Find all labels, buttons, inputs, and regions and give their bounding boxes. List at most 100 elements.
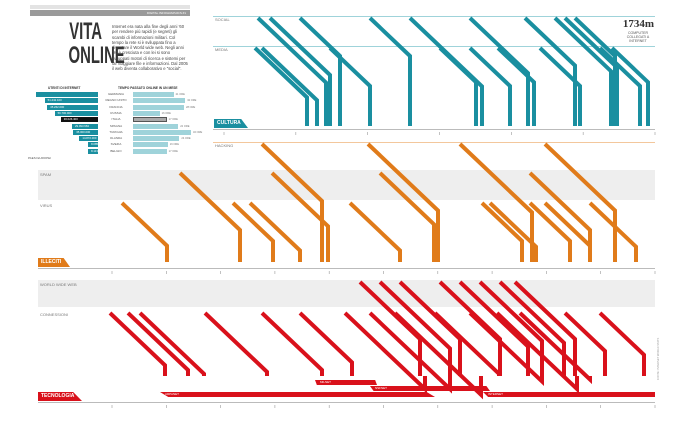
time-bar — [133, 92, 174, 97]
country-label: FRANCIA — [109, 104, 123, 109]
event-ribbon — [268, 16, 332, 126]
section-label-cultura: CULTURA — [214, 119, 248, 128]
event-ribbon — [495, 311, 579, 394]
time-bar — [133, 98, 186, 104]
time-value: 16 ORE — [169, 143, 180, 147]
time-value: 16 ORE — [161, 111, 171, 115]
lane-spam: SPAM — [40, 172, 52, 177]
event-ribbon — [260, 46, 319, 126]
event-ribbon — [378, 171, 436, 262]
time-bar — [133, 136, 180, 142]
lane-www: WORLD WIDE WEB — [40, 282, 77, 287]
event-ribbon — [253, 46, 309, 126]
event-ribbon — [553, 16, 613, 126]
event-ribbon — [343, 311, 427, 394]
event-ribbon — [496, 46, 536, 126]
computer-count-label: COMPUTER COLLEGATI A INTERNET — [626, 31, 650, 43]
event-ribbon — [260, 142, 324, 262]
event-ribbon — [468, 311, 544, 387]
time-bar — [133, 123, 179, 129]
lane-media: MEDIA — [215, 47, 228, 52]
time-bar — [133, 129, 191, 135]
event-ribbon — [368, 311, 452, 394]
time-header: TEMPO PASSATO ONLINE IN UN MESE — [118, 86, 178, 90]
users-bar: 8.085.500 — [88, 142, 104, 148]
timeline-axis-cultura — [213, 129, 655, 130]
country-label: GERMANIA — [107, 92, 124, 96]
time-bar — [133, 104, 185, 110]
lane-band-www — [38, 280, 655, 307]
country-label: SPAGNA — [109, 123, 123, 128]
country-label: BELGIO — [110, 148, 122, 153]
users-bar: 51.442.100 — [44, 98, 98, 104]
timeline-axis-illeciti — [38, 268, 655, 269]
event-ribbon — [528, 201, 572, 262]
event-ribbon — [298, 311, 354, 376]
event-ribbon — [248, 201, 302, 262]
event-ribbon — [573, 16, 617, 126]
event-ribbon — [368, 16, 412, 126]
header-strip: DIGITAL INFOGRAPHICS #1 — [30, 10, 190, 16]
lane-hacking: HACKING — [215, 143, 234, 148]
country-label: ITALIA — [111, 117, 121, 122]
time-bar — [133, 142, 168, 148]
users-header: UTENTI DI INTERNET — [48, 86, 81, 90]
event-ribbon — [488, 201, 538, 262]
users-bar: 59.700.000 — [54, 110, 98, 116]
time-value: 22 ORE — [180, 124, 190, 128]
event-ribbon — [256, 16, 328, 126]
event-ribbon — [438, 46, 478, 126]
event-ribbon — [610, 46, 650, 126]
event-ribbon — [348, 201, 402, 262]
event-ribbon — [260, 311, 324, 376]
country-label: SVEZIA — [110, 142, 122, 147]
users-bar: 45.262.000 — [47, 104, 98, 110]
time-value: 32 ORE — [187, 99, 197, 103]
time-value: 24 ORE — [181, 137, 191, 141]
network-bar-arpanet: ARPANET — [160, 392, 435, 397]
time-value: 32 ORE — [193, 130, 203, 134]
timeline-axis-tecnologia — [38, 402, 655, 403]
users-bar — [36, 92, 98, 97]
event-ribbon — [203, 311, 269, 376]
header-strip-light — [30, 5, 190, 9]
country-label: REGNO UNITO — [105, 98, 127, 103]
country-label: RUSSIA — [110, 110, 122, 115]
event-ribbon — [468, 46, 512, 126]
time-bar — [133, 117, 167, 123]
event-ribbon — [498, 280, 566, 376]
network-bar-milnet: MILNET — [315, 380, 377, 385]
event-ribbon — [480, 201, 524, 262]
event-ribbon — [231, 201, 275, 262]
time-bar — [133, 148, 167, 154]
time-value: 28 ORE — [186, 105, 196, 109]
event-ribbon — [478, 280, 544, 376]
time-value: 17 ORE — [168, 149, 178, 153]
intro-text: Internet era nata alla fine degli anni '… — [112, 24, 188, 72]
event-ribbon — [518, 311, 592, 385]
country-label: TURCHIA — [109, 129, 123, 134]
time-bar — [133, 110, 160, 116]
stats-footer: PAESI EUROPEI — [28, 156, 51, 160]
event-ribbon — [588, 201, 638, 262]
users-bar: 35.000.000 — [73, 129, 98, 135]
event-ribbon — [138, 311, 206, 376]
event-ribbon — [598, 311, 646, 376]
time-value: 21 ORE — [175, 93, 185, 96]
lane-virus: VIRUS — [40, 203, 53, 208]
users-bar: 14.872.000 — [79, 136, 98, 142]
users-bar: 30.026.400 — [60, 117, 98, 123]
event-ribbon — [366, 142, 440, 262]
event-ribbon — [538, 46, 582, 126]
network-bar-nsfnet: NSFNET — [370, 386, 490, 391]
event-ribbon — [523, 16, 577, 126]
event-ribbon — [543, 142, 617, 262]
lane-connessioni: CONNESSIONI — [40, 312, 69, 317]
event-ribbon — [328, 46, 372, 126]
event-ribbon — [543, 201, 592, 262]
title-line-1: VITA — [69, 18, 102, 45]
lane-line-social — [213, 16, 655, 17]
event-ribbon — [178, 171, 242, 262]
event-ribbon — [126, 311, 190, 376]
